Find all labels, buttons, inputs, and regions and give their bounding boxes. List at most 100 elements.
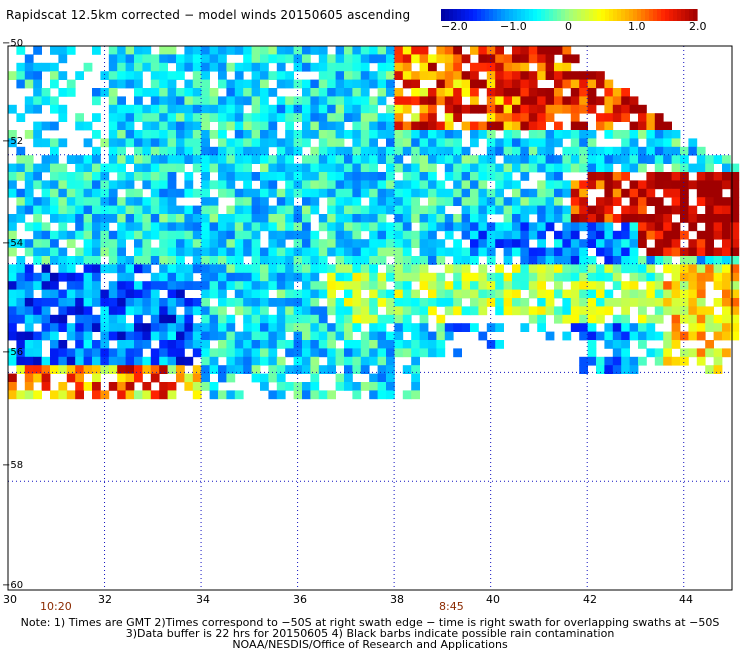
wind-difference-cell — [150, 272, 160, 282]
wind-difference-cell — [638, 163, 647, 173]
wind-difference-cell — [470, 138, 479, 148]
wind-difference-cell — [495, 54, 504, 64]
wind-difference-cell — [100, 247, 110, 257]
wind-difference-cell — [495, 121, 504, 131]
wind-difference-cell — [335, 256, 345, 265]
wind-difference-cell — [394, 205, 404, 215]
wind-difference-cell — [302, 88, 311, 97]
wind-difference-cell — [302, 289, 311, 299]
wind-difference-cell — [453, 104, 462, 114]
wind-difference-cell — [108, 130, 118, 139]
wind-difference-cell — [260, 88, 269, 97]
wind-difference-cell — [369, 230, 378, 240]
wind-difference-cell — [176, 314, 185, 324]
wind-difference-cell — [545, 71, 555, 80]
wind-difference-cell — [596, 356, 605, 366]
wind-difference-cell — [268, 314, 278, 324]
wind-difference-cell — [134, 188, 143, 198]
wind-difference-cell — [528, 46, 538, 55]
wind-difference-cell — [495, 180, 504, 190]
wind-difference-cell — [638, 146, 647, 156]
colorbar-segment — [505, 9, 510, 21]
wind-difference-cell — [234, 71, 244, 80]
wind-difference-cell — [327, 340, 336, 349]
wind-difference-cell — [251, 314, 261, 324]
wind-difference-cell — [621, 188, 630, 198]
wind-difference-cell — [411, 264, 420, 274]
wind-difference-cell — [604, 172, 614, 181]
wind-difference-cell — [537, 306, 546, 316]
wind-difference-cell — [243, 272, 252, 282]
wind-difference-cell — [184, 222, 194, 232]
wind-difference-cell — [671, 340, 681, 349]
wind-difference-cell — [83, 331, 93, 341]
wind-difference-cell — [33, 197, 42, 206]
wind-difference-cell — [629, 365, 639, 374]
wind-difference-cell — [537, 138, 546, 148]
wind-difference-cell — [24, 163, 34, 173]
wind-difference-cell — [453, 306, 462, 316]
wind-difference-cell — [486, 155, 496, 164]
wind-difference-cell — [226, 188, 236, 198]
wind-difference-cell — [537, 247, 546, 257]
wind-difference-cell — [344, 130, 353, 139]
wind-difference-cell — [478, 163, 488, 173]
wind-difference-cell — [201, 298, 210, 307]
wind-difference-cell — [528, 138, 538, 148]
wind-difference-cell — [268, 323, 278, 332]
colorbar-segment — [565, 9, 570, 21]
wind-difference-cell — [209, 197, 219, 206]
wind-difference-cell — [285, 382, 294, 391]
wind-difference-cell — [604, 365, 614, 374]
wind-difference-cell — [503, 71, 513, 80]
wind-difference-cell — [285, 306, 294, 316]
wind-difference-cell — [234, 138, 244, 148]
wind-difference-cell — [663, 340, 672, 349]
wind-difference-cell — [41, 96, 51, 106]
wind-difference-cell — [24, 71, 34, 80]
wind-difference-cell — [134, 79, 143, 89]
wind-difference-cell — [176, 155, 185, 164]
wind-difference-cell — [92, 222, 101, 232]
wind-difference-cell — [276, 172, 286, 181]
wind-difference-cell — [176, 348, 185, 358]
wind-difference-cell — [629, 96, 639, 106]
wind-difference-cell — [167, 331, 177, 341]
wind-difference-cell — [176, 247, 185, 257]
wind-difference-cell — [570, 306, 580, 316]
wind-difference-cell — [50, 340, 59, 349]
wind-difference-cell — [150, 180, 160, 190]
wind-difference-cell — [83, 222, 93, 232]
wind-difference-cell — [377, 222, 387, 232]
wind-difference-cell — [310, 180, 320, 190]
wind-difference-cell — [285, 230, 294, 240]
wind-difference-cell — [335, 197, 345, 206]
wind-difference-cell — [520, 230, 530, 240]
wind-difference-cell — [520, 121, 530, 131]
wind-difference-cell — [713, 180, 723, 190]
wind-difference-cell — [184, 340, 194, 349]
wind-difference-cell — [495, 197, 504, 206]
wind-difference-cell — [75, 205, 84, 215]
wind-difference-cell — [621, 314, 630, 324]
wind-difference-cell — [218, 323, 227, 332]
wind-difference-cell — [646, 256, 656, 265]
wind-difference-cell — [251, 172, 261, 181]
wind-difference-cell — [663, 356, 672, 366]
wind-difference-cell — [596, 272, 605, 282]
wind-difference-cell — [713, 230, 723, 240]
wind-difference-cell — [260, 373, 269, 383]
wind-difference-cell — [201, 113, 210, 122]
wind-difference-cell — [66, 331, 76, 341]
wind-difference-cell — [268, 373, 278, 383]
wind-difference-cell — [251, 264, 261, 274]
wind-difference-cell — [302, 62, 311, 72]
wind-difference-cell — [276, 390, 286, 400]
wind-difference-cell — [41, 382, 51, 391]
wind-difference-cell — [201, 197, 210, 206]
wind-difference-cell — [24, 104, 34, 114]
wind-difference-cell — [604, 356, 614, 366]
wind-difference-cell — [260, 54, 269, 64]
wind-difference-cell — [377, 272, 387, 282]
wind-difference-cell — [268, 365, 278, 374]
